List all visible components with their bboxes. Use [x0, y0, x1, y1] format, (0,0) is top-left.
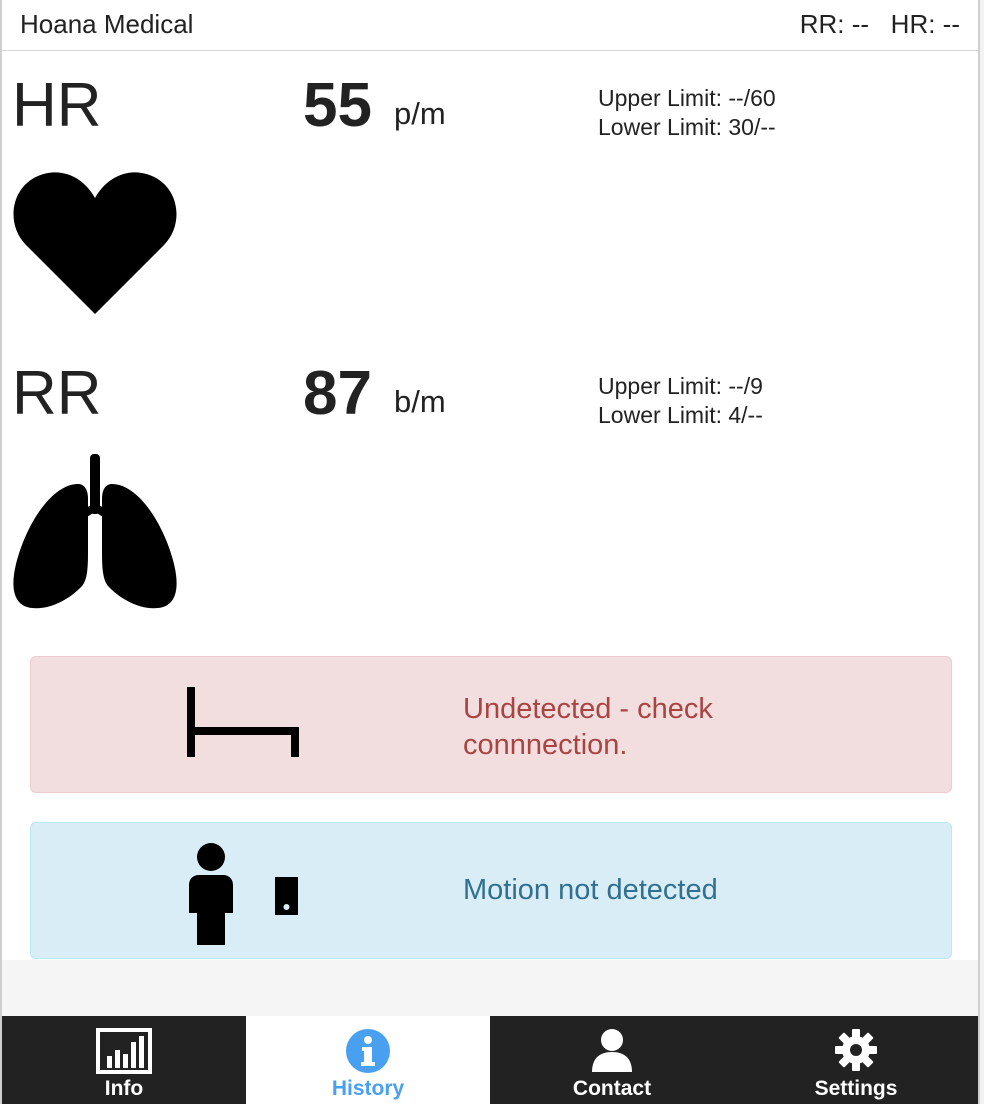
window-edge [980, 0, 984, 1104]
bed-status-alert: Undetected - check connnection. [30, 656, 952, 793]
rr-label: RR [12, 359, 102, 428]
hr-upper-limit: Upper Limit: --/60 [598, 85, 776, 111]
rr-value: 87 [303, 359, 372, 428]
tab-settings-label: Settings [814, 1077, 898, 1100]
info-circle-icon [345, 1028, 391, 1079]
app-title: Hoana Medical [20, 9, 194, 39]
hr-value: 55 [303, 71, 372, 140]
rr-lower-limit: Lower Limit: 4/-- [598, 402, 763, 428]
tab-contact[interactable]: Contact [490, 1016, 734, 1104]
person-device-icon [187, 841, 301, 950]
header-vitals-status: RR: -- HR: -- [799, 9, 960, 39]
gear-icon [834, 1028, 878, 1077]
tab-contact-label: Contact [572, 1077, 652, 1100]
bar-chart-icon [96, 1028, 152, 1079]
user-icon [590, 1028, 634, 1079]
content-bottom-spacer [2, 960, 978, 1016]
rr-upper-limit: Upper Limit: --/9 [598, 373, 763, 399]
hr-label: HR [12, 71, 102, 140]
motion-status-alert: Motion not detected [30, 822, 952, 959]
tab-info-label: Info [104, 1077, 144, 1100]
tab-history[interactable]: History [246, 1016, 490, 1104]
hr-lower-limit: Lower Limit: 30/-- [598, 114, 776, 140]
hr-unit: p/m [394, 96, 446, 131]
rr-limits: Upper Limit: --/9 Lower Limit: 4/-- [598, 372, 763, 430]
app-header: Hoana Medical RR: -- HR: -- [2, 0, 978, 51]
tab-info[interactable]: Info [2, 1016, 246, 1104]
rr-unit: b/m [394, 384, 446, 419]
hr-limits: Upper Limit: --/60 Lower Limit: 30/-- [598, 84, 776, 142]
bed-icon [187, 687, 299, 762]
bottom-tab-bar: Info History Contact [2, 1016, 978, 1104]
bed-status-message: Undetected - check connnection. [463, 693, 713, 761]
lungs-icon [12, 454, 178, 615]
heart-icon [12, 170, 178, 321]
tab-history-label: History [331, 1077, 405, 1100]
tab-settings[interactable]: Settings [734, 1016, 978, 1104]
motion-status-message: Motion not detected [463, 874, 718, 906]
